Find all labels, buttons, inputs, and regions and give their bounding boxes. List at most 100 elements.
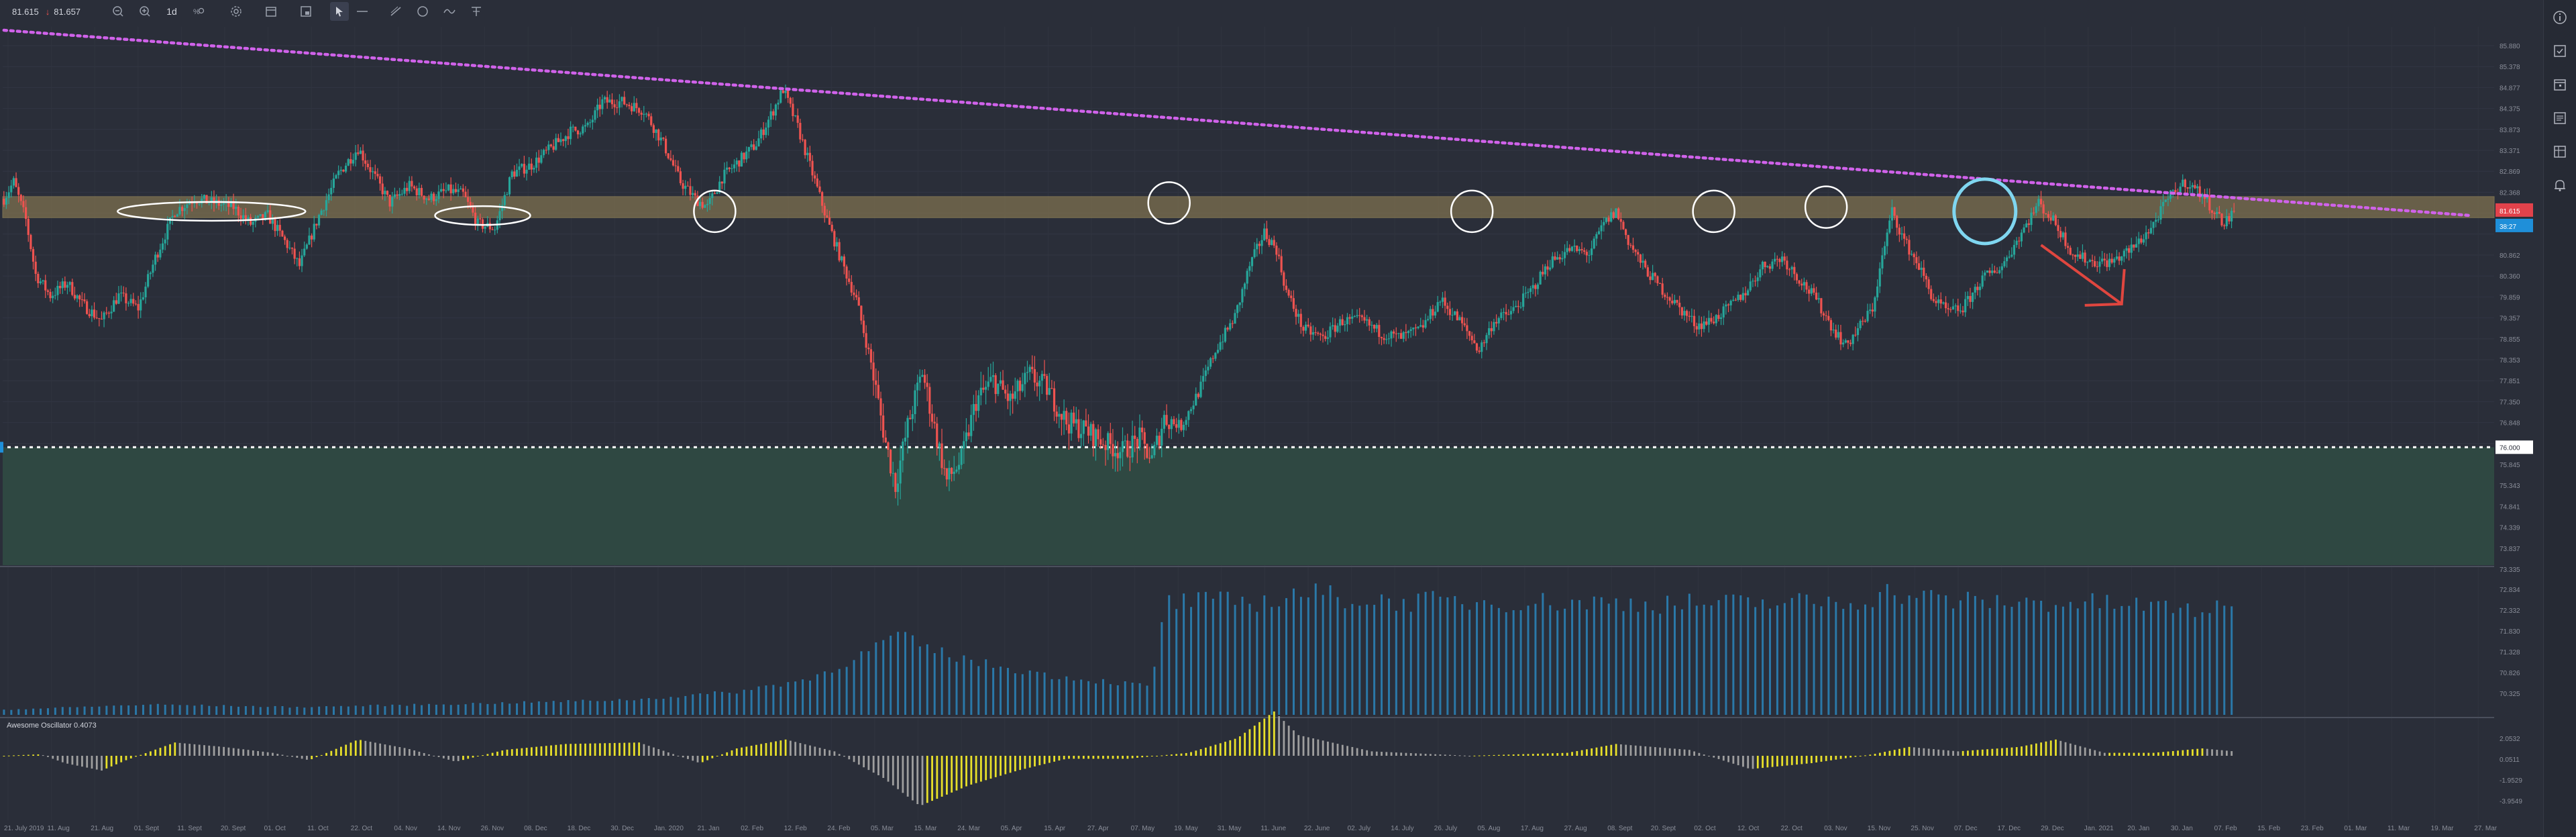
calendar-icon[interactable] [2552, 77, 2568, 93]
zoom-in-icon[interactable] [136, 2, 154, 21]
candle [1290, 295, 1293, 299]
line-icon[interactable] [353, 2, 372, 21]
screener-icon[interactable] [2552, 144, 2568, 160]
wave-icon[interactable] [440, 2, 459, 21]
volume-bar [1292, 588, 1295, 715]
price-tick-label: 75.845 [2500, 462, 2520, 469]
candle [1241, 289, 1244, 303]
candle [2198, 186, 2201, 198]
oscillator-bar [833, 751, 836, 756]
candle [2003, 261, 2006, 266]
oscillator-bar [525, 748, 528, 756]
watchlist-icon[interactable] [2552, 43, 2568, 59]
candle [623, 97, 626, 105]
candle [1314, 332, 1317, 333]
volume-bar [494, 703, 496, 715]
oscillator-bar [780, 740, 782, 756]
volume-bar [398, 705, 401, 715]
oscillator-bar [213, 746, 215, 756]
candle [936, 423, 938, 448]
oscillator-bar [1893, 750, 1896, 756]
oscillator-bar [2123, 752, 2125, 756]
candle [1322, 334, 1324, 336]
oscillator-bar [1747, 756, 1750, 769]
volume-bar [274, 705, 276, 715]
support-zone [3, 447, 2494, 565]
compare-icon[interactable]: % [189, 2, 208, 21]
calendar-icon[interactable] [262, 2, 280, 21]
cursor-icon[interactable] [330, 2, 350, 21]
candle [1588, 254, 1591, 256]
oscillator-bar [1566, 752, 1568, 756]
candle [488, 223, 492, 230]
candle [1783, 256, 1786, 261]
candle [1405, 332, 1407, 334]
candle [2081, 252, 2084, 259]
oscillator-bar [52, 756, 54, 759]
date-tick-label: 19. May [1174, 825, 1198, 832]
candle [1612, 212, 1615, 218]
candle [1329, 326, 1332, 338]
volume-bar [1307, 597, 1309, 715]
date-tick-label: 27. Mar [2474, 825, 2498, 832]
volume-bar [1615, 598, 1617, 715]
candle [853, 292, 855, 295]
volume-bar [589, 700, 592, 715]
volume-bar [501, 702, 504, 715]
candle [1808, 289, 1811, 294]
oscillator-bar [2059, 740, 2062, 756]
candle [720, 181, 723, 184]
volume-bar [1747, 597, 1750, 715]
candle [386, 191, 389, 195]
oscillator-bar [1077, 756, 1080, 759]
oscillator-bar [164, 746, 166, 756]
oscillator-bar [1287, 726, 1290, 756]
oscillator-bar [1488, 755, 1491, 756]
candle [830, 224, 833, 232]
oscillator-bar [105, 756, 108, 769]
oscillator-bar [1507, 754, 1510, 756]
alerts-icon[interactable] [2552, 177, 2568, 193]
volume-bar [545, 701, 547, 715]
oscillator-bar [711, 756, 714, 758]
volume-bar [1820, 606, 1823, 715]
candle [869, 349, 873, 363]
oscillator-bar [1146, 756, 1148, 757]
candle [1766, 266, 1769, 268]
image-icon[interactable] [297, 2, 315, 21]
candle [750, 144, 753, 148]
candle [1099, 439, 1102, 445]
oscillator-bar [696, 756, 699, 762]
oscillator-bar [335, 748, 337, 756]
candle [384, 191, 386, 195]
candle [1412, 328, 1415, 330]
volume-bar [142, 705, 144, 715]
oscillator-bar [1190, 752, 1192, 756]
candle [1256, 244, 1258, 250]
date-tick-label: 12. Feb [784, 825, 807, 832]
zoom-out-icon[interactable] [109, 2, 127, 21]
candle [1568, 248, 1571, 251]
candle [564, 136, 567, 142]
candle [1004, 389, 1007, 394]
candle [994, 375, 997, 394]
candle [1002, 380, 1004, 390]
oscillator-bar [144, 753, 147, 756]
settings-icon[interactable] [227, 2, 246, 21]
info-icon[interactable] [2552, 9, 2568, 26]
timeframe-button[interactable]: 1d [166, 6, 177, 17]
candle [762, 129, 765, 136]
circle-icon[interactable] [413, 2, 432, 21]
candle [759, 129, 763, 139]
fib-icon[interactable] [467, 2, 486, 21]
news-icon[interactable] [2552, 110, 2568, 126]
candle [117, 293, 120, 304]
candle [1028, 366, 1031, 373]
candle [1202, 376, 1205, 382]
oscillator-bar [672, 754, 675, 756]
candle [1866, 311, 1869, 322]
candle [19, 195, 22, 201]
trend-icon[interactable] [386, 2, 405, 21]
candle [1678, 303, 1681, 307]
